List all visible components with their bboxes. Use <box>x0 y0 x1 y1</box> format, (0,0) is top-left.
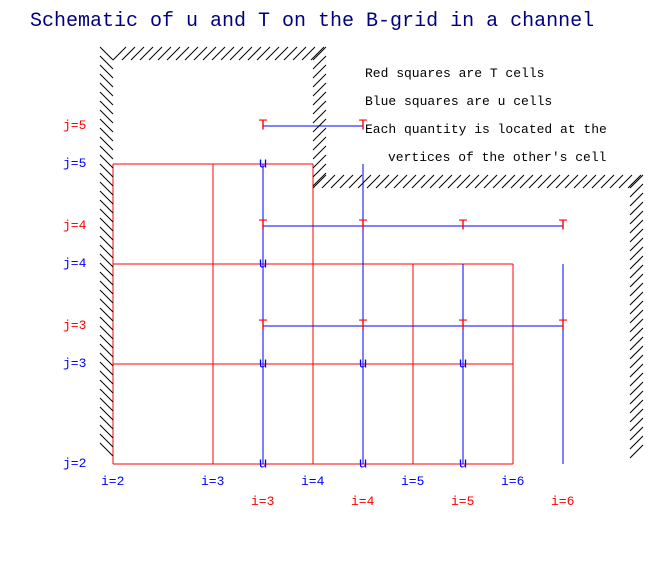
j-label-red: j=3 <box>63 318 86 333</box>
u-marker: u <box>258 156 267 173</box>
i-label-red: i=3 <box>251 494 274 509</box>
i-label-blue: i=3 <box>201 474 224 489</box>
i-label-blue: i=4 <box>301 474 324 489</box>
u-marker: u <box>258 356 267 373</box>
i-label-red: i=4 <box>351 494 374 509</box>
i-label-blue: i=2 <box>101 474 124 489</box>
t-marker: T <box>358 118 367 135</box>
u-marker: u <box>258 456 267 473</box>
t-marker: T <box>358 318 367 335</box>
i-label-blue: i=6 <box>501 474 524 489</box>
grid-svg <box>0 0 649 561</box>
i-label-blue: i=5 <box>401 474 424 489</box>
t-marker: T <box>258 318 267 335</box>
j-label-blue: j=3 <box>63 356 86 371</box>
t-marker: T <box>558 218 567 235</box>
j-label-blue: j=2 <box>63 456 86 471</box>
legend-line-0: Red squares are T cells <box>365 66 544 81</box>
u-marker: u <box>358 456 367 473</box>
t-marker: T <box>458 218 467 235</box>
u-marker: u <box>258 256 267 273</box>
j-label-red: j=4 <box>63 218 86 233</box>
schematic-canvas: Schematic of u and T on the B-grid in a … <box>0 0 649 561</box>
t-marker: T <box>358 218 367 235</box>
u-marker: u <box>458 356 467 373</box>
u-marker: u <box>358 356 367 373</box>
legend-line-3: vertices of the other's cell <box>388 150 606 165</box>
j-label-blue: j=5 <box>63 156 86 171</box>
j-label-red: j=5 <box>63 118 86 133</box>
legend-line-1: Blue squares are u cells <box>365 94 552 109</box>
t-marker: T <box>258 118 267 135</box>
i-label-red: i=5 <box>451 494 474 509</box>
t-marker: T <box>458 318 467 335</box>
t-marker: T <box>558 318 567 335</box>
legend-line-2: Each quantity is located at the <box>365 122 607 137</box>
t-marker: T <box>258 218 267 235</box>
diagram-title: Schematic of u and T on the B-grid in a … <box>30 10 594 33</box>
j-label-blue: j=4 <box>63 256 86 271</box>
i-label-red: i=6 <box>551 494 574 509</box>
u-marker: u <box>458 456 467 473</box>
